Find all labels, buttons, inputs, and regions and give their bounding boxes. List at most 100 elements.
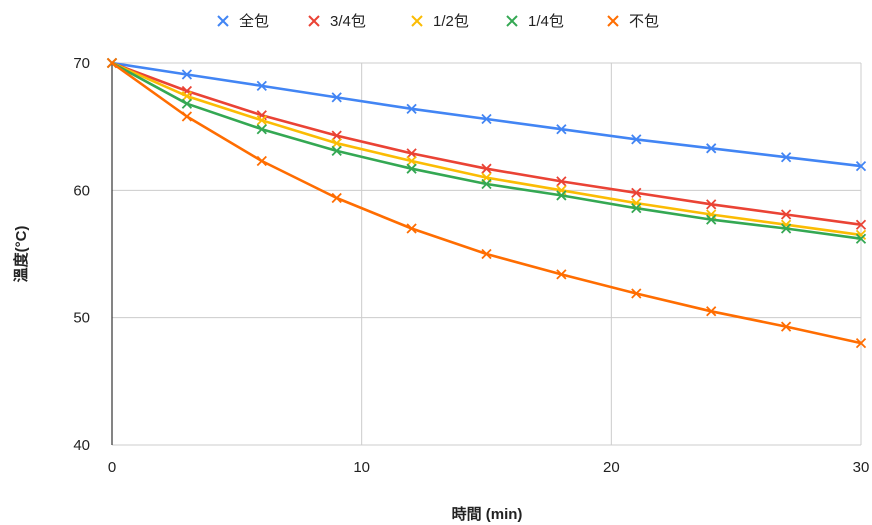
x-marker-stroke xyxy=(256,124,267,135)
legend-label: 1/4包 xyxy=(528,13,564,30)
data-point xyxy=(481,163,492,174)
data-point xyxy=(331,130,342,141)
data-point xyxy=(406,103,417,114)
data-point xyxy=(481,178,492,190)
data-point xyxy=(331,138,342,149)
x-marker-stroke xyxy=(855,219,867,230)
data-point xyxy=(256,155,267,167)
x-marker-stroke xyxy=(331,192,342,204)
x-tick-label: 10 xyxy=(353,459,370,476)
x-axis-title: 時間 (min) xyxy=(452,505,523,523)
x-marker-stroke xyxy=(181,90,193,102)
data-point xyxy=(481,248,492,260)
legend-marker xyxy=(411,15,423,27)
x-marker-stroke xyxy=(331,145,342,156)
x-marker-stroke xyxy=(481,178,492,190)
data-point xyxy=(556,124,567,135)
y-axis-title: 溫度(°C) xyxy=(12,226,30,283)
legend-item: 3/4包 xyxy=(308,13,366,30)
x-marker-stroke xyxy=(406,223,417,234)
x-marker-stroke xyxy=(181,98,193,109)
x-tick-label: 20 xyxy=(603,459,620,476)
data-point xyxy=(556,269,567,280)
legend-marker xyxy=(607,15,619,27)
legend-marker xyxy=(217,15,229,27)
data-point xyxy=(706,199,717,210)
data-point xyxy=(556,190,567,201)
x-marker-stroke xyxy=(481,248,492,260)
legend-label: 不包 xyxy=(629,13,659,30)
data-point xyxy=(855,161,867,172)
legend-label: 1/2包 xyxy=(433,13,469,30)
data-point xyxy=(855,219,867,230)
x-marker-stroke xyxy=(706,306,717,317)
x-marker-stroke xyxy=(556,269,567,280)
data-point xyxy=(706,143,717,154)
data-point xyxy=(631,288,642,299)
data-point xyxy=(181,98,193,109)
x-marker-stroke xyxy=(631,203,642,214)
data-point xyxy=(331,192,342,204)
x-marker-stroke xyxy=(855,161,867,172)
x-marker-stroke xyxy=(181,69,193,80)
x-marker-stroke xyxy=(780,321,792,332)
x-tick-label: 0 xyxy=(108,459,116,476)
x-marker-stroke xyxy=(331,138,342,149)
x-marker-stroke xyxy=(631,187,642,199)
grid xyxy=(112,62,862,446)
data-point xyxy=(406,223,417,234)
data-point xyxy=(556,176,567,187)
series-line xyxy=(111,61,862,226)
data-point xyxy=(181,111,193,122)
data-point xyxy=(406,148,417,159)
x-marker-stroke xyxy=(406,155,417,167)
x-marker-stroke xyxy=(706,143,717,154)
x-marker-stroke xyxy=(556,190,567,201)
data-point xyxy=(256,124,267,135)
x-marker-stroke xyxy=(706,214,717,225)
data-point xyxy=(481,113,492,125)
x-tick-label: 30 xyxy=(853,459,870,476)
legend-item: 1/4包 xyxy=(506,13,564,30)
x-marker-stroke xyxy=(780,209,792,220)
data-point xyxy=(855,233,867,244)
x-marker-stroke xyxy=(481,163,492,174)
data-point xyxy=(406,163,417,174)
x-marker-stroke xyxy=(780,152,792,163)
x-marker-stroke xyxy=(406,103,417,114)
legend-label: 全包 xyxy=(239,12,269,30)
x-marker-stroke xyxy=(256,80,267,92)
data-point xyxy=(106,57,118,69)
y-tick-label: 60 xyxy=(73,182,90,199)
x-marker-stroke xyxy=(556,176,567,187)
data-point xyxy=(780,321,792,332)
x-marker-stroke xyxy=(181,111,193,122)
x-marker-stroke xyxy=(106,57,118,69)
legend-item: 全包 xyxy=(217,12,269,30)
legend-marker xyxy=(308,15,320,27)
legend-item: 不包 xyxy=(607,13,659,30)
legend-item: 1/2包 xyxy=(411,13,469,30)
data-point xyxy=(631,203,642,214)
data-point xyxy=(331,92,342,103)
y-tick-label: 40 xyxy=(73,437,90,454)
data-point xyxy=(706,214,717,225)
legend-label: 3/4包 xyxy=(330,13,366,30)
data-point xyxy=(256,80,267,92)
x-marker-stroke xyxy=(631,134,642,145)
legend: 全包 3/4包 1/2包 1/4包 不包 xyxy=(217,12,659,30)
data-point xyxy=(181,69,193,80)
data-point xyxy=(331,145,342,156)
x-marker-stroke xyxy=(406,148,417,159)
data-point xyxy=(780,223,792,234)
data-point xyxy=(631,187,642,199)
legend-marker xyxy=(506,15,518,27)
y-tick-label: 50 xyxy=(73,310,90,327)
data-point xyxy=(181,90,193,102)
x-marker-stroke xyxy=(855,233,867,244)
x-marker-stroke xyxy=(256,115,267,126)
data-point xyxy=(406,155,417,167)
data-point xyxy=(780,152,792,163)
x-marker-stroke xyxy=(331,130,342,141)
